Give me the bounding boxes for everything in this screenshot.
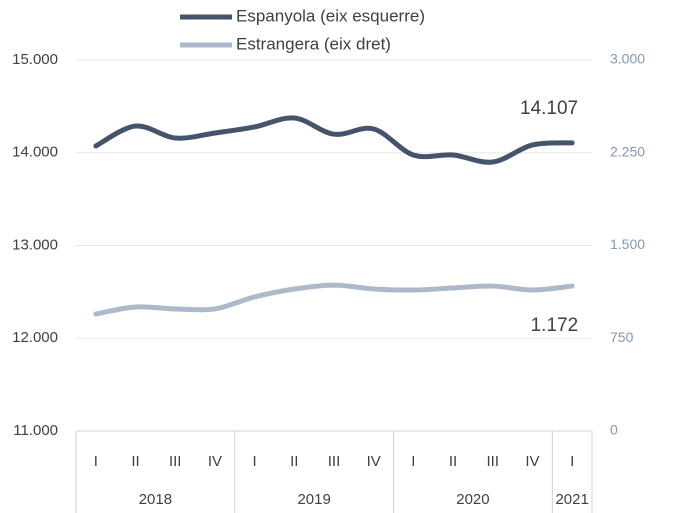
x-tick-label: IV bbox=[367, 453, 381, 470]
y2-tick-label: 0 bbox=[610, 422, 618, 438]
series-line bbox=[93, 115, 575, 165]
x-tick-label: III bbox=[169, 453, 182, 470]
y2-tick-label: 3.000 bbox=[610, 51, 645, 67]
x-group-label: 2018 bbox=[139, 491, 172, 508]
x-tick-label: III bbox=[487, 453, 500, 470]
y-tick-label: 15.000 bbox=[12, 51, 58, 68]
x-tick-label: II bbox=[290, 453, 298, 470]
data-label: 14.107 bbox=[520, 98, 578, 119]
x-group-label: 2020 bbox=[456, 491, 489, 508]
x-group-label: 2019 bbox=[297, 491, 330, 508]
x-tick-label: I bbox=[411, 453, 415, 470]
y2-tick-label: 750 bbox=[610, 329, 634, 345]
x-tick-label: II bbox=[131, 453, 139, 470]
x-tick-label: III bbox=[328, 453, 341, 470]
y-tick-label: 12.000 bbox=[12, 329, 58, 346]
legend-label: Espanyola (eix esquerre) bbox=[236, 6, 425, 25]
x-tick-label: I bbox=[94, 453, 98, 470]
legend-label: Estrangera (eix dret) bbox=[236, 34, 391, 53]
data-label: 1.172 bbox=[531, 315, 579, 336]
x-tick-label: IV bbox=[208, 453, 222, 470]
y-tick-label: 14.000 bbox=[12, 144, 58, 161]
y-tick-label: 13.000 bbox=[12, 236, 58, 253]
y2-tick-label: 2.250 bbox=[610, 143, 645, 159]
x-tick-label: IV bbox=[525, 453, 539, 470]
y-tick-label: 11.000 bbox=[13, 422, 58, 439]
x-tick-label: II bbox=[449, 453, 457, 470]
x-tick-label: I bbox=[253, 453, 257, 470]
series-line bbox=[93, 282, 575, 317]
x-group-label: 2021 bbox=[555, 491, 588, 508]
x-tick-label: I bbox=[570, 453, 574, 470]
y2-tick-label: 1.500 bbox=[610, 236, 645, 252]
